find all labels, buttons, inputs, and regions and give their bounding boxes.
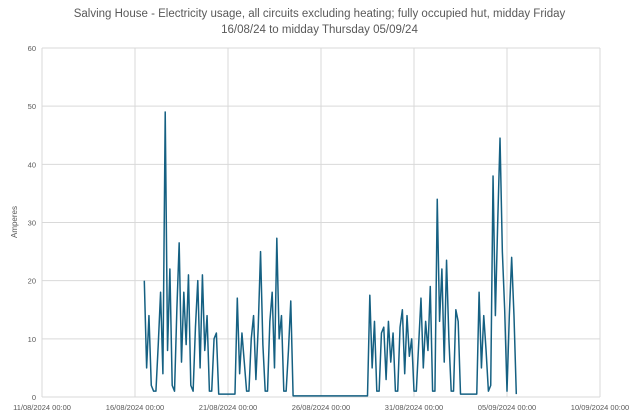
y-tick-label: 40 xyxy=(28,160,36,169)
y-tick-label: 60 xyxy=(28,44,36,53)
x-tick-label: 05/09/2024 00:00 xyxy=(478,403,536,412)
x-tick-label: 10/09/2024 00:00 xyxy=(571,403,629,412)
x-tick-label: 26/08/2024 00:00 xyxy=(292,403,350,412)
y-tick-label: 10 xyxy=(28,335,36,344)
y-tick-label: 30 xyxy=(28,219,36,228)
y-axis-label: Amperes xyxy=(10,206,19,238)
y-tick-label: 20 xyxy=(28,277,36,286)
y-tick-label: 0 xyxy=(32,393,36,402)
series-line xyxy=(143,111,518,397)
y-tick-label: 50 xyxy=(28,102,36,111)
chart-title: Salving House - Electricity usage, all c… xyxy=(73,8,566,36)
x-tick-label: 21/08/2024 00:00 xyxy=(199,403,257,412)
x-tick-label: 11/08/2024 00:00 xyxy=(13,403,71,412)
x-tick-label: 31/08/2024 00:00 xyxy=(385,403,443,412)
x-tick-label: 16/08/2024 00:00 xyxy=(106,403,164,412)
